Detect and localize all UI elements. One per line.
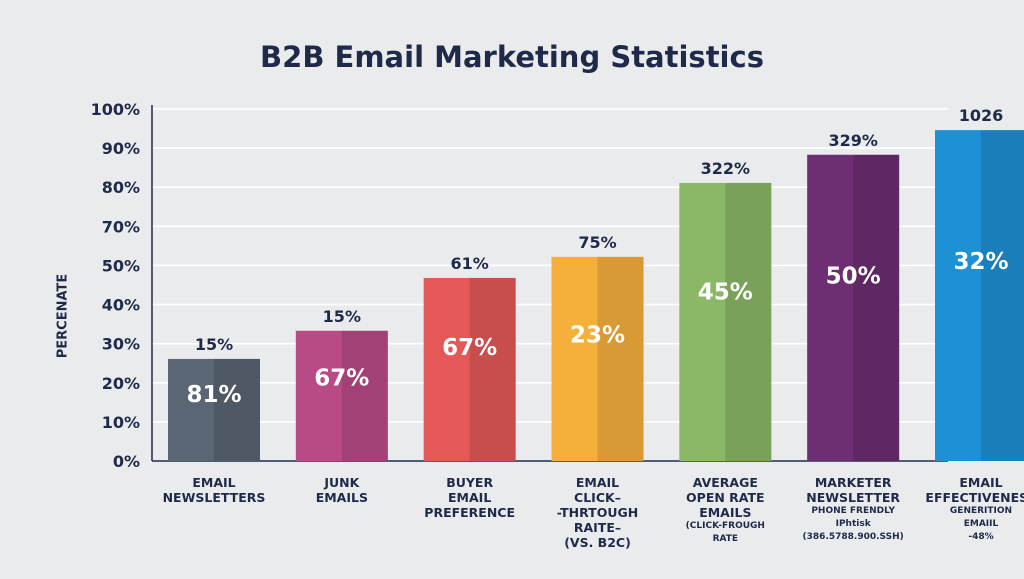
bar-group	[807, 154, 900, 461]
category-line: MARKETER	[814, 475, 892, 490]
bar-group	[935, 130, 1024, 461]
category-line: NEWSLETTERS	[162, 490, 266, 505]
bar	[423, 277, 516, 461]
bar-value-label: 23%	[570, 323, 625, 349]
bar	[679, 182, 772, 462]
category-subline: EMAIIL	[963, 519, 999, 529]
category-line: EMAIL	[192, 475, 236, 490]
category-subline: RATE	[712, 534, 739, 544]
category-subline: IPhtisk	[835, 519, 871, 529]
y-tick-label: 30%	[102, 335, 140, 354]
category-line: EMAIL	[959, 475, 1003, 490]
category-subline: -48%	[968, 532, 994, 542]
y-tick-label: 50%	[102, 256, 140, 275]
bar-value-label: 45%	[698, 280, 753, 306]
x-category-label: AVERAGE OPEN RATE EMAILS (CLICK-FROUGH RATE	[660, 475, 790, 546]
y-tick-label: 10%	[102, 413, 140, 432]
x-category-label: EMAILEFFECTIVENESSGENERITION EMAIIL -48%	[916, 475, 1024, 544]
x-category-label: EMAIL NEWSLETTERS	[149, 475, 279, 505]
x-category-label: EMAIL CLICK– -THRTOUGH RAITE– (VS. B2C)	[533, 475, 663, 550]
y-tick-label: 0%	[113, 452, 140, 471]
bar-group	[168, 358, 260, 461]
category-line: RAITE–	[573, 520, 622, 535]
bar-shade	[981, 130, 1024, 461]
bar-top-label: 61%	[451, 254, 489, 273]
bar-group	[295, 330, 388, 461]
bar-value-label: 67%	[314, 365, 369, 391]
category-line: BUYER	[446, 475, 494, 490]
bar-top-label: 75%	[578, 233, 616, 252]
y-tick-label: 90%	[102, 139, 140, 158]
bar-top-label: 15%	[195, 335, 233, 354]
bar-shade	[469, 277, 516, 461]
x-category-label: BUYER EMAIL PREFERENCE	[405, 475, 535, 520]
bar-group	[551, 256, 644, 461]
bar-top-label: 1026	[959, 106, 1004, 125]
x-category-label: JUNK EMAILS	[277, 475, 407, 505]
bar-top-label: 322%	[701, 159, 750, 178]
category-line: CLICK–	[574, 490, 621, 505]
category-subline: GENERITION	[949, 506, 1013, 516]
category-subline: PHONE FRENDLY	[811, 506, 895, 516]
y-tick-label: 80%	[102, 178, 140, 197]
bar-group	[679, 182, 772, 462]
category-line: JUNK	[324, 475, 360, 490]
bar-top-label: 329%	[828, 131, 877, 150]
bar-shade	[725, 182, 772, 462]
bar-value-label: 81%	[186, 382, 241, 408]
category-subline: (386.5788.900.SSH)	[802, 532, 904, 542]
category-line: EMAIL	[575, 475, 620, 490]
bar-value-label: 50%	[826, 263, 881, 289]
category-line: PREFERENCE	[424, 505, 516, 520]
bar	[168, 358, 260, 461]
category-line: EMAILS	[315, 490, 368, 505]
category-line: OPEN RATE	[686, 490, 765, 505]
category-subline: (CLICK-FROUGH	[685, 521, 765, 531]
bar-shade	[597, 256, 644, 461]
category-line: EMAIL	[448, 490, 492, 505]
y-tick-label: 70%	[102, 217, 140, 236]
category-line: EFFECTIVENESS	[925, 490, 1024, 505]
y-tick-label: 40%	[102, 296, 140, 315]
bar-value-label: 32%	[953, 249, 1008, 275]
bar	[295, 330, 388, 461]
chart-title: B2B Email Marketing Statistics	[260, 40, 764, 74]
category-line: -THRTOUGH	[556, 505, 639, 520]
category-line: AVERAGE	[692, 475, 758, 490]
bar-group	[423, 277, 516, 461]
category-line: NEWSLETTER	[806, 490, 901, 505]
bar	[935, 130, 1024, 461]
category-line: EMAILS	[699, 505, 752, 520]
bar	[551, 256, 644, 461]
bar-shade	[853, 154, 900, 461]
bar-shade	[214, 358, 260, 461]
bar-shade	[341, 330, 388, 461]
bar-value-label: 67%	[442, 335, 497, 361]
category-line: (VS. B2C)	[564, 535, 631, 550]
bar	[807, 154, 900, 461]
y-tick-label: 100%	[91, 100, 140, 119]
bar-top-label: 15%	[323, 307, 361, 326]
y-tick-label: 20%	[102, 374, 140, 393]
x-category-label: MARKETER NEWSLETTER PHONE FRENDLY IPhtisk (3…	[788, 475, 918, 544]
